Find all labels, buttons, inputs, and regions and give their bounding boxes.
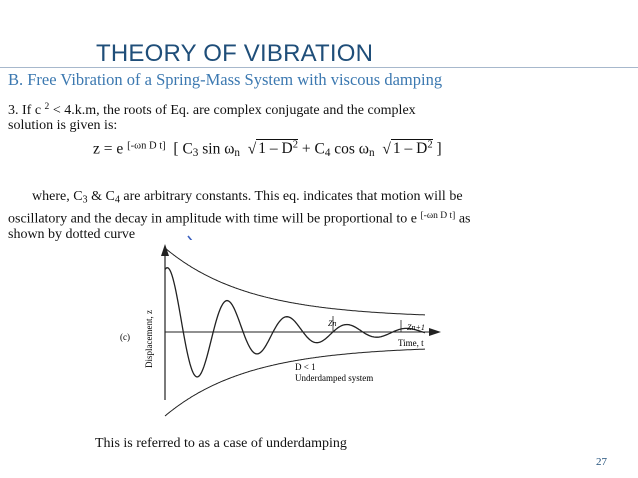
response-curve xyxy=(164,267,426,378)
damping-ratio-label: D < 1 xyxy=(295,362,316,372)
underdamped-response-figure: (c) Displacement, z Time, t Zn Zn+1 D < … xyxy=(105,240,475,420)
page-number: 27 xyxy=(596,456,607,468)
paragraph-1-line-1: 3. If c 2 < 4.k.m, the roots of Eq. are … xyxy=(8,102,416,118)
x-axis-label: Time, t xyxy=(398,338,424,348)
lower-decay-envelope xyxy=(164,348,425,417)
paragraph-2-line-1: where, C3 & C4 are arbitrary constants. … xyxy=(32,189,463,206)
slide-subtitle: B. Free Vibration of a Spring-Mass Syste… xyxy=(8,70,443,89)
zn-label: Zn xyxy=(328,319,336,328)
solution-equation: z = e [-ωn D t] [ C3 sin ωn √ 1 – D2 + C4… xyxy=(93,139,442,160)
panel-label: (c) xyxy=(120,332,130,342)
paragraph-2-line-2: oscillatory and the decay in amplitude w… xyxy=(8,211,471,227)
title-divider xyxy=(0,67,638,68)
x-axis-arrow-icon xyxy=(429,328,441,336)
system-label: Underdamped system xyxy=(295,373,373,383)
y-axis-label: Displacement, z xyxy=(144,310,154,368)
slide-title: THEORY OF VIBRATION xyxy=(96,40,374,67)
y-axis-arrow-icon xyxy=(161,244,169,256)
paragraph-1-line-2: solution is given is: xyxy=(8,118,118,133)
figure-caption: This is referred to as a case of underda… xyxy=(95,436,347,451)
upper-decay-envelope xyxy=(164,247,425,316)
paragraph-2-line-3: shown by dotted curve xyxy=(8,227,136,242)
zn1-label: Zn+1 xyxy=(407,323,425,332)
